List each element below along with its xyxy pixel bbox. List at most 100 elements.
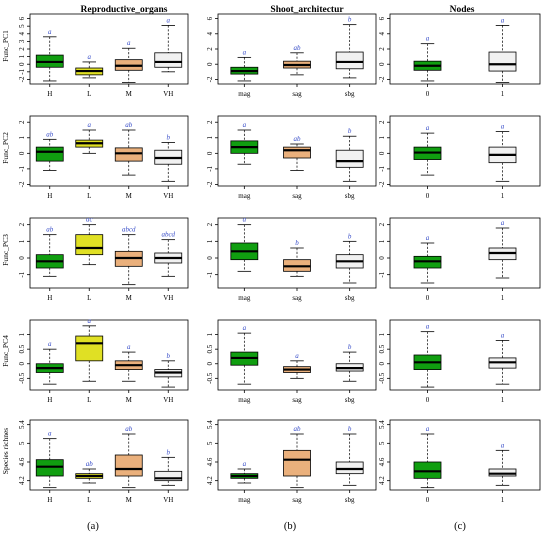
- y-tick-label: 0: [206, 362, 214, 366]
- boxplot-panel-r0-c1: -2 0 2 4 6 a mag ab sag b sbg: [206, 13, 377, 98]
- panel-tag-b: (b): [284, 521, 297, 532]
- category-label: mag: [238, 90, 251, 98]
- y-tick-label: 5: [206, 441, 214, 445]
- y-tick-label: 0.5: [378, 344, 386, 353]
- y-tick-label: 4.6: [378, 457, 386, 466]
- y-tick-label: -1: [206, 271, 214, 277]
- y-tick-label: 4.2: [206, 476, 214, 485]
- col-title-shoot: Shoot_architectur: [270, 5, 344, 15]
- y-tick-label: -2: [206, 181, 214, 187]
- panel-frame: [389, 419, 541, 491]
- category-label: VH: [163, 90, 173, 98]
- significance-letter: ab: [46, 226, 54, 234]
- y-tick-label: -0.5: [378, 372, 386, 384]
- significance-letter: b: [348, 425, 352, 433]
- category-label: sag: [292, 294, 302, 302]
- category-label: L: [87, 192, 91, 200]
- panel-frame: [389, 319, 541, 391]
- category-label: VH: [163, 496, 173, 504]
- y-tick-label: -2: [18, 76, 26, 82]
- category-label: sbg: [345, 192, 355, 200]
- y-tick-label: -2: [18, 181, 26, 187]
- box-L: [75, 234, 104, 256]
- y-tick-label: 2: [18, 222, 26, 226]
- significance-letter: b: [348, 343, 352, 351]
- category-label: sbg: [345, 496, 355, 504]
- y-tick-label: 4.2: [18, 476, 26, 485]
- panel-frame: [29, 217, 189, 289]
- y-tick-label: 3: [18, 39, 26, 43]
- y-tick-label: 5: [18, 24, 26, 28]
- row-label-pc4: Func_PC4: [1, 335, 10, 367]
- category-label: L: [87, 90, 91, 98]
- panel-frame: [29, 319, 189, 391]
- y-tick-label: 0: [206, 151, 214, 155]
- y-tick-label: 6: [18, 16, 26, 20]
- significance-letter: a: [127, 39, 131, 47]
- y-tick-label: 2: [378, 47, 386, 51]
- significance-letter: ab: [125, 425, 133, 433]
- significance-letter: a: [501, 219, 505, 227]
- category-label: 1: [501, 90, 505, 98]
- category-label: H: [47, 294, 52, 302]
- category-label: M: [126, 294, 133, 302]
- y-tick-label: 6: [206, 16, 214, 20]
- row-label-species-richness: Species richnes: [1, 428, 10, 475]
- significance-letter: b: [167, 133, 171, 141]
- boxplot-panel-r0-c2: -2 0 2 4 6 a 0 a 1: [378, 13, 541, 98]
- panel-tag-c: (c): [454, 521, 466, 532]
- category-label: H: [47, 192, 52, 200]
- significance-letter: abcd: [122, 226, 136, 234]
- category-label: H: [47, 496, 52, 504]
- y-tick-label: 2: [378, 222, 386, 226]
- panel-frame: [389, 13, 541, 85]
- category-label: 1: [501, 496, 505, 504]
- y-tick-label: 1: [18, 136, 26, 140]
- significance-letter: a: [48, 430, 52, 438]
- category-label: 1: [501, 396, 505, 404]
- y-tick-label: 1: [18, 239, 26, 243]
- box-M: [114, 147, 143, 162]
- box-sbg: [335, 461, 364, 475]
- category-label: 0: [426, 496, 430, 504]
- y-tick-label: 1: [378, 239, 386, 243]
- y-tick-label: 1: [206, 239, 214, 243]
- y-tick-label: -1: [18, 165, 26, 171]
- category-label: sag: [292, 192, 302, 200]
- box-sbg: [335, 51, 364, 70]
- y-tick-label: -1: [18, 271, 26, 277]
- panel-frame: [389, 115, 541, 187]
- y-tick-label: 4.6: [18, 457, 26, 466]
- box-VH: [154, 52, 183, 68]
- category-label: M: [126, 396, 133, 404]
- box-sag: [283, 146, 311, 159]
- category-label: mag: [238, 294, 251, 302]
- y-tick-label: 0: [206, 256, 214, 260]
- box-1: [488, 468, 517, 477]
- category-label: 1: [501, 192, 505, 200]
- y-tick-label: -1: [18, 68, 26, 74]
- y-tick-label: 1: [378, 136, 386, 140]
- category-label: VH: [163, 396, 173, 404]
- significance-letter: a: [167, 16, 171, 24]
- y-tick-label: 5: [18, 441, 26, 445]
- panel-frame: [29, 13, 189, 85]
- category-label: sbg: [345, 90, 355, 98]
- y-tick-label: 4: [18, 32, 26, 36]
- category-label: 1: [501, 294, 505, 302]
- significance-letter: a: [48, 340, 52, 348]
- panel-tag-a: (a): [87, 521, 99, 532]
- row-label-pc2: Func_PC2: [1, 132, 10, 164]
- box-M: [114, 454, 143, 477]
- y-tick-label: 0: [18, 62, 26, 66]
- category-label: mag: [238, 396, 251, 404]
- significance-letter: b: [348, 127, 352, 135]
- box-H: [35, 146, 64, 162]
- y-tick-label: -0.5: [18, 372, 26, 384]
- y-tick-label: 4: [378, 32, 386, 36]
- significance-letter: a: [243, 460, 247, 468]
- box-VH: [154, 470, 183, 482]
- y-tick-label: -0.5: [206, 372, 214, 384]
- box-1: [488, 51, 517, 72]
- category-label: L: [87, 396, 91, 404]
